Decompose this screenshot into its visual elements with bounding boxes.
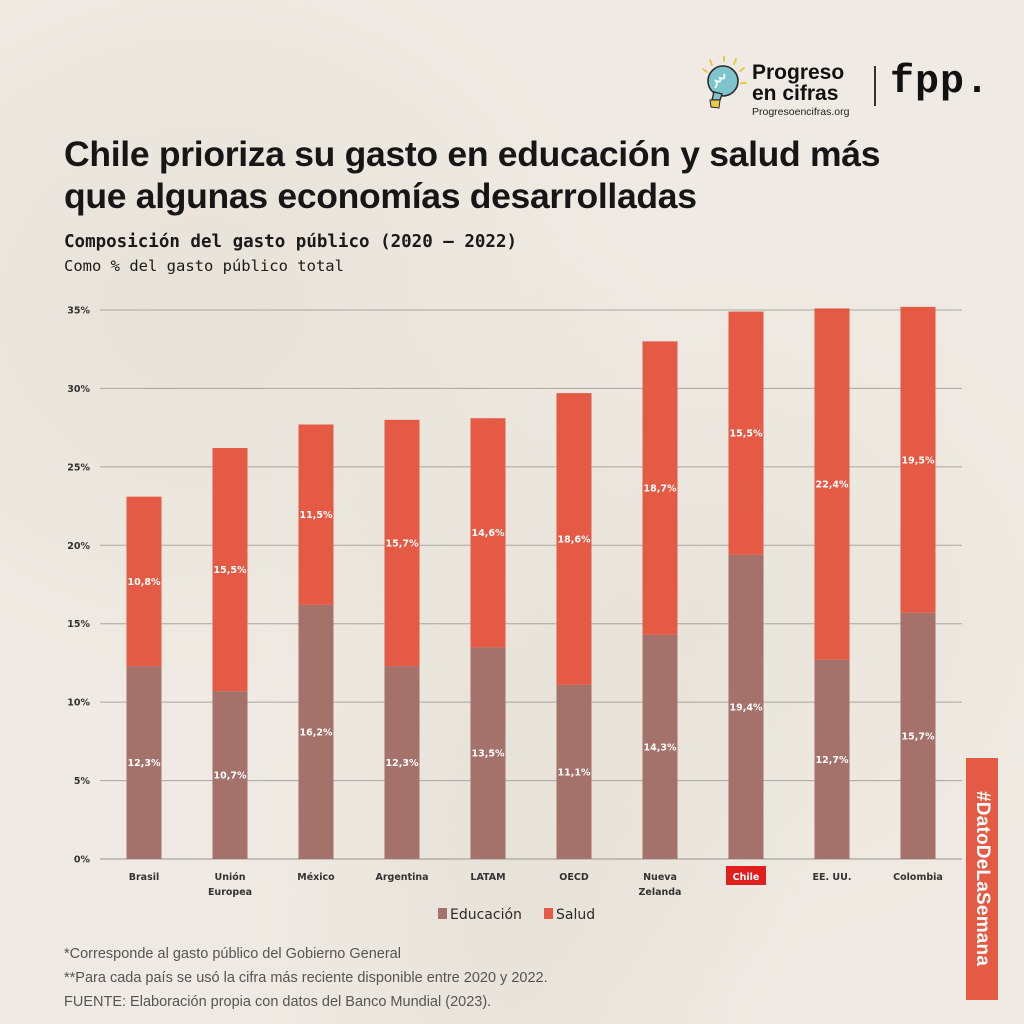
x-category-label: Brasil	[129, 872, 160, 883]
brand-line1: Progreso	[752, 61, 845, 84]
lightbulb-icon	[702, 56, 747, 109]
y-tick-label: 5%	[74, 776, 91, 787]
value-label-educacion: 12,7%	[816, 755, 849, 766]
y-tick-label: 30%	[67, 384, 90, 395]
bar-educacion	[728, 554, 764, 859]
bars	[126, 306, 936, 859]
bar-salud	[212, 448, 248, 692]
y-tick-label: 20%	[67, 541, 90, 552]
brand-name: Progreso en cifras Progresoencifras.org	[752, 62, 849, 118]
value-label-educacion: 11,1%	[558, 767, 591, 778]
x-category-label: Nueva	[643, 872, 677, 883]
bar-salud	[126, 496, 162, 667]
bar-educacion	[470, 647, 506, 859]
footnotes: *Corresponde al gasto público del Gobier…	[64, 942, 548, 1014]
value-label-educacion: 10,7%	[214, 771, 247, 782]
value-label-salud: 15,5%	[730, 429, 763, 440]
y-tick-label: 25%	[67, 462, 90, 473]
bar-educacion	[212, 691, 248, 859]
x-category-label: OECD	[559, 872, 589, 883]
x-category-label: Chile	[733, 872, 760, 883]
logo-divider	[874, 66, 876, 106]
y-tick-label: 10%	[67, 698, 90, 709]
value-label-salud: 18,6%	[558, 535, 591, 546]
value-label-educacion: 14,3%	[644, 742, 677, 753]
hashtag-badge: #DatoDeLaSemana	[966, 758, 998, 1000]
value-label-educacion: 19,4%	[730, 702, 763, 713]
x-category-label: Argentina	[375, 872, 428, 883]
legend-label-educacion: Educación	[450, 907, 522, 923]
highlight-badge	[726, 866, 766, 885]
value-label-educacion: 12,3%	[386, 758, 419, 769]
value-label-educacion: 13,5%	[472, 749, 505, 760]
bar-salud	[556, 393, 592, 685]
value-label-salud: 10,8%	[128, 577, 161, 588]
value-label-educacion: 15,7%	[902, 731, 935, 742]
brand-line2: en cifras	[752, 82, 839, 105]
bar-educacion	[384, 666, 420, 859]
page-title: Chile prioriza su gasto en educación y s…	[64, 134, 881, 216]
x-category-label: LATAM	[470, 872, 505, 883]
bar-educacion	[298, 604, 334, 859]
partner-logo: fpp.	[890, 60, 991, 105]
bar-educacion	[556, 684, 592, 859]
footnote-2: **Para cada país se usó la cifra más rec…	[64, 970, 548, 986]
bar-educacion	[126, 666, 162, 859]
bar-salud	[470, 418, 506, 648]
x-category-label: Unión	[214, 872, 245, 883]
chart-unit-note: Como % del gasto público total	[64, 257, 344, 275]
value-label-salud: 19,5%	[902, 455, 935, 466]
bar-educacion	[814, 659, 850, 859]
x-category-label: Zelanda	[639, 887, 682, 898]
value-label-salud: 11,5%	[300, 510, 333, 521]
bar-salud	[814, 308, 850, 660]
value-label-salud: 15,5%	[214, 565, 247, 576]
bar-educacion	[900, 612, 936, 859]
legend: Educación Salud	[438, 907, 595, 923]
value-labels: 12,3% 10,8% 10,7% 15,5% 16,2% 11,5% 12,3% 15,7%…	[128, 429, 935, 782]
footnote-1: *Corresponde al gasto público del Gobier…	[64, 946, 401, 962]
x-category-label: Europea	[208, 887, 252, 898]
y-tick-label: 35%	[67, 306, 90, 317]
value-label-educacion: 16,2%	[300, 727, 333, 738]
value-label-educacion: 12,3%	[128, 758, 161, 769]
bar-salud	[900, 306, 936, 613]
x-axis-categories: Brasil Unión Europea México Argentina LATAM OE…	[129, 866, 943, 898]
bar-salud	[384, 419, 420, 667]
bar-salud	[298, 424, 334, 605]
legend-swatch-salud	[544, 908, 553, 919]
value-label-salud: 18,7%	[644, 484, 677, 495]
value-label-salud: 15,7%	[386, 538, 419, 549]
legend-label-salud: Salud	[556, 907, 595, 923]
bar-educacion	[642, 634, 678, 859]
stacked-bar-chart: 0% 5% 10% 15% 20% 25% 30% 35% 12,3% 10,8% 10,7% 15…	[67, 306, 962, 923]
brand-url: Progresoencifras.org	[752, 106, 850, 118]
bar-salud	[728, 311, 764, 555]
y-axis-ticks: 0% 5% 10% 15% 20% 25% 30% 35%	[67, 306, 90, 866]
bar-salud	[642, 341, 678, 635]
y-tick-label: 0%	[74, 855, 91, 866]
value-label-salud: 22,4%	[816, 480, 849, 491]
y-tick-label: 15%	[67, 619, 90, 630]
value-label-salud: 14,6%	[472, 528, 505, 539]
x-category-label: México	[297, 872, 335, 883]
x-category-label: Colombia	[893, 872, 943, 883]
x-category-label: EE. UU.	[813, 872, 852, 883]
source-note: FUENTE: Elaboración propia con datos del…	[64, 994, 492, 1010]
hashtag-text: #DatoDeLaSemana	[972, 791, 993, 967]
chart-subtitle: Composición del gasto público (2020 – 20…	[64, 232, 518, 252]
legend-swatch-educacion	[438, 908, 447, 919]
